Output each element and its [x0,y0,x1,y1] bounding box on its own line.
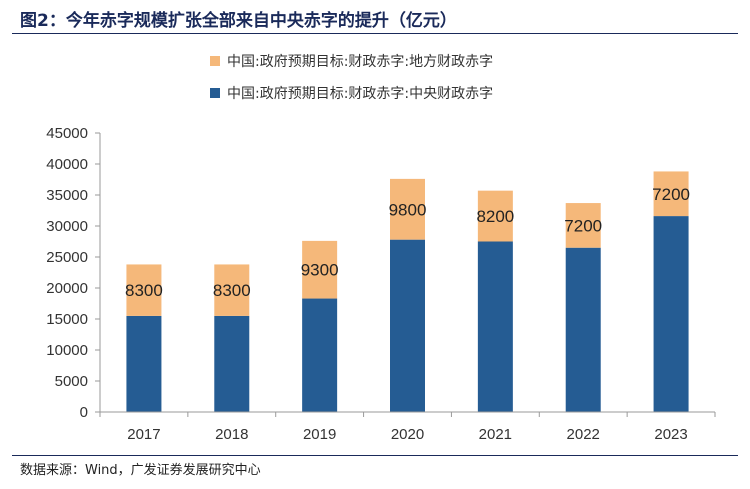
data-label-local-deficit: 8300 [125,281,163,300]
bar-local-deficit [565,203,601,248]
legend-label: 中国:政府预期目标:财政赤字:中央财政赤字 [227,86,493,102]
bar-central-deficit [302,298,338,412]
data-label-local-deficit: 7200 [652,185,690,204]
bar-series [126,171,689,412]
y-tick-label: 30000 [46,218,88,235]
x-tick-label: 2018 [215,426,248,443]
y-tick-label: 40000 [46,156,88,173]
bar-local-deficit [214,264,250,316]
data-label-local-deficit: 9800 [389,200,427,219]
data-label-local-deficit: 7200 [564,216,602,235]
figure-title: 图2：今年赤字规模扩张全部来自中央赤字的提升（亿元） [20,11,457,31]
x-tick-label: 2023 [654,426,687,443]
bar-local-deficit [302,240,338,299]
bar-central-deficit [565,247,601,412]
data-label-local-deficit: 9300 [301,261,339,280]
bar-central-deficit [477,241,513,412]
bar-central-deficit [214,315,250,412]
legend-swatch [210,88,220,98]
y-tick-label: 0 [80,404,88,421]
y-tick-label: 25000 [46,249,88,266]
chart-legend: 中国:政府预期目标:财政赤字:地方财政赤字中国:政府预期目标:财政赤字:中央财政… [210,54,493,102]
bar-local-deficit [477,190,513,242]
stacked-bar-chart: 中国:政府预期目标:财政赤字:地方财政赤字中国:政府预期目标:财政赤字:中央财政… [46,54,716,443]
data-labels: 8300 8300 9300 9800 8200 7200 7200 [125,185,690,300]
x-tick-label: 2017 [127,426,160,443]
x-tick-label: 2020 [391,426,424,443]
bar-local-deficit [653,171,689,217]
legend-item-local-deficit: 中国:政府预期目标:财政赤字:地方财政赤字 [210,54,493,70]
bar-local-deficit [390,178,425,240]
bar-local-deficit [126,264,162,316]
x-tick-label: 2019 [303,426,336,443]
legend-item-central-deficit: 中国:政府预期目标:财政赤字:中央财政赤字 [210,86,493,102]
x-tick-label: 2021 [479,426,512,443]
title-divider [12,33,738,34]
y-tick-label: 45000 [46,125,88,142]
bar-central-deficit [653,216,689,412]
y-tick-label: 35000 [46,187,88,204]
y-axis: 0 5000 10000 15000 20000 25000 30000 35000 40000… [46,125,101,421]
bar-central-deficit [126,315,162,412]
y-tick-label: 10000 [46,342,88,359]
y-tick-label: 20000 [46,280,88,297]
source-note: 数据来源：Wind，广发证券发展研究中心 [20,463,261,478]
y-tick-label: 15000 [46,311,88,328]
bar-central-deficit [390,239,425,412]
x-tick-label: 2022 [567,426,600,443]
data-label-local-deficit: 8300 [213,281,251,300]
legend-swatch [210,56,220,66]
data-label-local-deficit: 8200 [476,207,514,226]
y-tick-label: 5000 [55,373,88,390]
source-divider [12,455,738,456]
legend-label: 中国:政府预期目标:财政赤字:地方财政赤字 [227,54,493,70]
x-axis: 2017 2018 2019 2020 2021 2022 2023 [99,411,716,443]
